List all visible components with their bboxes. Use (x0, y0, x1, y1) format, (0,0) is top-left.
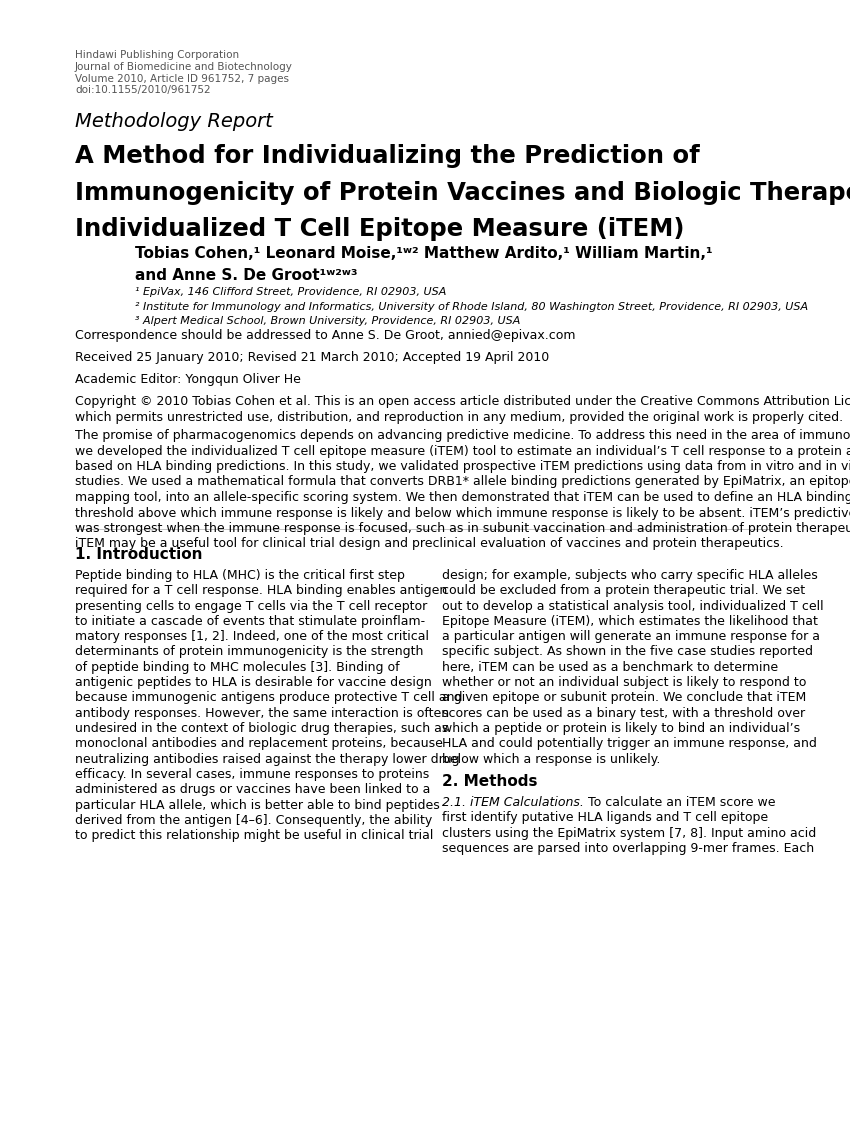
Text: Academic Editor: Yongqun Oliver He: Academic Editor: Yongqun Oliver He (75, 373, 301, 386)
Text: Received 25 January 2010; Revised 21 March 2010; Accepted 19 April 2010: Received 25 January 2010; Revised 21 Mar… (75, 351, 549, 364)
Text: first identify putative HLA ligands and T cell epitope: first identify putative HLA ligands and … (442, 811, 768, 825)
Text: particular HLA allele, which is better able to bind peptides: particular HLA allele, which is better a… (75, 799, 439, 811)
Text: could be excluded from a protein therapeutic trial. We set: could be excluded from a protein therape… (442, 585, 805, 597)
Text: Journal of Biomedicine and Biotechnology: Journal of Biomedicine and Biotechnology (75, 62, 293, 72)
Text: 2. Methods: 2. Methods (442, 774, 537, 789)
Text: and Anne S. De Groot¹ʷ²ʷ³: and Anne S. De Groot¹ʷ²ʷ³ (135, 268, 358, 284)
Text: Immunogenicity of Protein Vaccines and Biologic Therapeutics:: Immunogenicity of Protein Vaccines and B… (75, 181, 850, 204)
Text: Hindawi Publishing Corporation: Hindawi Publishing Corporation (75, 50, 239, 59)
Text: efficacy. In several cases, immune responses to proteins: efficacy. In several cases, immune respo… (75, 767, 429, 781)
Text: out to develop a statistical analysis tool, individualized T cell: out to develop a statistical analysis to… (442, 599, 824, 613)
Text: monoclonal antibodies and replacement proteins, because: monoclonal antibodies and replacement pr… (75, 737, 443, 751)
Text: which a peptide or protein is likely to bind an individual’s: which a peptide or protein is likely to … (442, 721, 800, 735)
Text: Copyright © 2010 Tobias Cohen et al. This is an open access article distributed : Copyright © 2010 Tobias Cohen et al. Thi… (75, 395, 850, 408)
Text: HLA and could potentially trigger an immune response, and: HLA and could potentially trigger an imm… (442, 737, 817, 751)
Text: To calculate an iTEM score we: To calculate an iTEM score we (584, 795, 775, 809)
Text: Epitope Measure (iTEM), which estimates the likelihood that: Epitope Measure (iTEM), which estimates … (442, 615, 818, 628)
Text: doi:10.1155/2010/961752: doi:10.1155/2010/961752 (75, 85, 211, 95)
Text: Individualized T Cell Epitope Measure (iTEM): Individualized T Cell Epitope Measure (i… (75, 217, 684, 241)
Text: of peptide binding to MHC molecules [3]. Binding of: of peptide binding to MHC molecules [3].… (75, 661, 400, 674)
Text: whether or not an individual subject is likely to respond to: whether or not an individual subject is … (442, 677, 807, 689)
Text: A Method for Individualizing the Prediction of: A Method for Individualizing the Predict… (75, 144, 700, 168)
Text: here, iTEM can be used as a benchmark to determine: here, iTEM can be used as a benchmark to… (442, 661, 778, 674)
Text: undesired in the context of biologic drug therapies, such as: undesired in the context of biologic dru… (75, 721, 449, 735)
Text: matory responses [1, 2]. Indeed, one of the most critical: matory responses [1, 2]. Indeed, one of … (75, 631, 429, 643)
Text: antigenic peptides to HLA is desirable for vaccine design: antigenic peptides to HLA is desirable f… (75, 677, 432, 689)
Text: determinants of protein immunogenicity is the strength: determinants of protein immunogenicity i… (75, 645, 423, 659)
Text: antibody responses. However, the same interaction is often: antibody responses. However, the same in… (75, 707, 449, 719)
Text: derived from the antigen [4–6]. Consequently, the ability: derived from the antigen [4–6]. Conseque… (75, 813, 433, 827)
Text: scores can be used as a binary test, with a threshold over: scores can be used as a binary test, wit… (442, 707, 805, 719)
Text: which permits unrestricted use, distribution, and reproduction in any medium, pr: which permits unrestricted use, distribu… (75, 411, 843, 423)
Text: iTEM may be a useful tool for clinical trial design and preclinical evaluation o: iTEM may be a useful tool for clinical t… (75, 537, 784, 551)
Text: ¹ EpiVax, 146 Clifford Street, Providence, RI 02903, USA: ¹ EpiVax, 146 Clifford Street, Providenc… (135, 287, 446, 297)
Text: to predict this relationship might be useful in clinical trial: to predict this relationship might be us… (75, 829, 434, 843)
Text: ³ Alpert Medical School, Brown University, Providence, RI 02903, USA: ³ Alpert Medical School, Brown Universit… (135, 316, 520, 327)
Text: clusters using the EpiMatrix system [7, 8]. Input amino acid: clusters using the EpiMatrix system [7, … (442, 827, 816, 839)
Text: specific subject. As shown in the five case studies reported: specific subject. As shown in the five c… (442, 645, 813, 659)
Text: because immunogenic antigens produce protective T cell and: because immunogenic antigens produce pro… (75, 691, 462, 705)
Text: neutralizing antibodies raised against the therapy lower drug: neutralizing antibodies raised against t… (75, 753, 460, 765)
Text: Volume 2010, Article ID 961752, 7 pages: Volume 2010, Article ID 961752, 7 pages (75, 74, 289, 84)
Text: ² Institute for Immunology and Informatics, University of Rhode Island, 80 Washi: ² Institute for Immunology and Informati… (135, 302, 808, 312)
Text: presenting cells to engage T cells via the T cell receptor: presenting cells to engage T cells via t… (75, 599, 428, 613)
Text: mapping tool, into an allele-specific scoring system. We then demonstrated that : mapping tool, into an allele-specific sc… (75, 491, 850, 504)
Text: 2.1. iTEM Calculations.: 2.1. iTEM Calculations. (442, 795, 584, 809)
Text: 1. Introduction: 1. Introduction (75, 548, 202, 562)
Text: below which a response is unlikely.: below which a response is unlikely. (442, 753, 660, 765)
Text: administered as drugs or vaccines have been linked to a: administered as drugs or vaccines have b… (75, 783, 430, 797)
Text: a given epitope or subunit protein. We conclude that iTEM: a given epitope or subunit protein. We c… (442, 691, 807, 705)
Text: studies. We used a mathematical formula that converts DRB1* allele binding predi: studies. We used a mathematical formula … (75, 476, 850, 488)
Text: based on HLA binding predictions. In this study, we validated prospective iTEM p: based on HLA binding predictions. In thi… (75, 460, 850, 473)
Text: design; for example, subjects who carry specific HLA alleles: design; for example, subjects who carry … (442, 569, 818, 582)
Text: Correspondence should be addressed to Anne S. De Groot, annied@epivax.com: Correspondence should be addressed to An… (75, 329, 575, 342)
Text: Tobias Cohen,¹ Leonard Moise,¹ʷ² Matthew Ardito,¹ William Martin,¹: Tobias Cohen,¹ Leonard Moise,¹ʷ² Matthew… (135, 246, 712, 261)
Text: Peptide binding to HLA (MHC) is the critical first step: Peptide binding to HLA (MHC) is the crit… (75, 569, 405, 582)
Text: required for a T cell response. HLA binding enables antigen: required for a T cell response. HLA bind… (75, 585, 447, 597)
Text: we developed the individualized T cell epitope measure (iTEM) tool to estimate a: we developed the individualized T cell e… (75, 444, 850, 458)
Text: sequences are parsed into overlapping 9-mer frames. Each: sequences are parsed into overlapping 9-… (442, 842, 814, 855)
Text: threshold above which immune response is likely and below which immune response : threshold above which immune response is… (75, 506, 850, 519)
Text: a particular antigen will generate an immune response for a: a particular antigen will generate an im… (442, 631, 820, 643)
Text: to initiate a cascade of events that stimulate proinflam-: to initiate a cascade of events that sti… (75, 615, 425, 628)
Text: The promise of pharmacogenomics depends on advancing predictive medicine. To add: The promise of pharmacogenomics depends … (75, 429, 850, 442)
Text: was strongest when the immune response is focused, such as in subunit vaccinatio: was strongest when the immune response i… (75, 522, 850, 535)
Text: Methodology Report: Methodology Report (75, 112, 273, 131)
